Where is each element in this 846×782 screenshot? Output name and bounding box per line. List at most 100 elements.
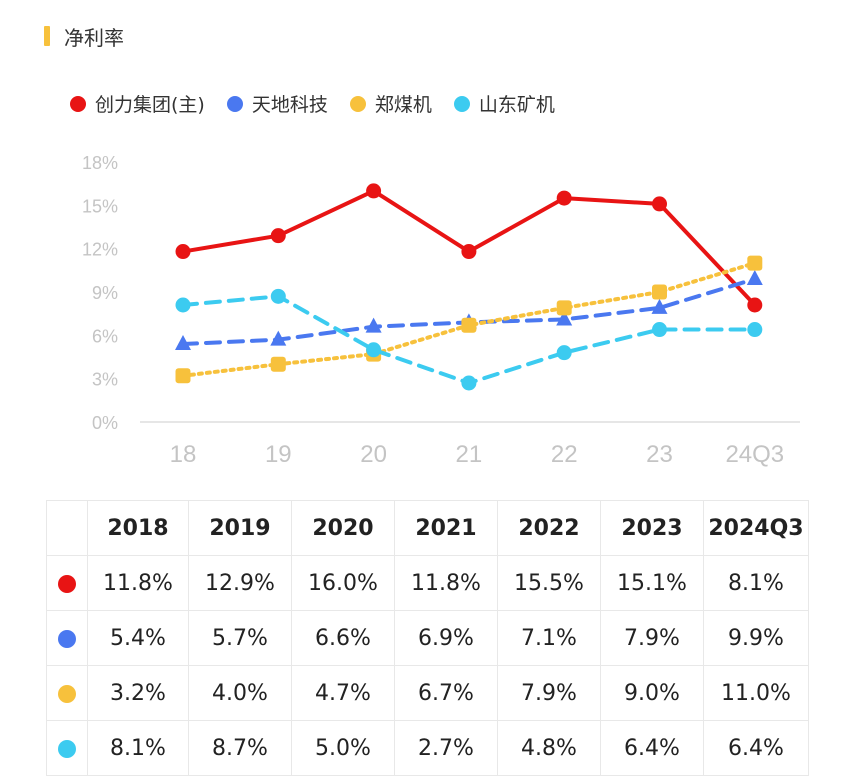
data-point (461, 244, 477, 260)
table-cell: 11.8% (394, 555, 498, 611)
table-cell: 4.7% (291, 665, 395, 721)
table-header-cell: 2021 (394, 500, 498, 556)
data-point (461, 375, 477, 391)
table-cell: 4.0% (188, 665, 292, 721)
table-header-cell: 2019 (188, 500, 292, 556)
table-cell: 7.9% (600, 610, 704, 666)
data-point (366, 183, 382, 199)
table-cell: 2.7% (394, 720, 498, 776)
x-tick-label: 20 (360, 441, 387, 468)
table-header-row: 2018 2019 2020 2021 2022 2023 2024Q3 (46, 500, 809, 556)
y-tick-label: 9% (92, 283, 118, 303)
data-point (747, 297, 763, 313)
data-point (175, 335, 191, 350)
row-marker-dot (58, 684, 76, 703)
data-point (556, 345, 572, 361)
data-point (365, 317, 382, 333)
row-marker-dot (58, 629, 76, 648)
legend-label: 山东矿机 (478, 94, 555, 116)
table-header-cell: 2024Q3 (703, 500, 809, 556)
table-cell: 7.1% (497, 610, 601, 666)
y-tick-label: 3% (92, 370, 118, 390)
table-row: 5.4% 5.7% 6.6% 6.9% 7.1% 7.9% 9.9% (46, 610, 809, 666)
table-header-cell: 2018 (87, 500, 189, 556)
data-point (747, 255, 763, 271)
legend-item[interactable]: 郑煤机 (349, 90, 432, 117)
x-tick-label: 21 (456, 441, 483, 468)
data-point (175, 368, 191, 384)
table-cell: 4.8% (497, 720, 601, 776)
line-chart: 18% 15% 12% 9% 6% 3% 0% 18 19 20 21 22 23 24Q3 (82, 153, 800, 468)
row-marker-dot (58, 739, 76, 758)
table-cell: 8.1% (87, 720, 189, 776)
table-corner-cell (46, 500, 88, 556)
y-tick-label: 12% (82, 240, 118, 260)
table-cell: 16.0% (291, 555, 395, 611)
table-cell: 5.0% (291, 720, 395, 776)
data-point (556, 300, 572, 316)
table-cell: 6.4% (703, 720, 809, 776)
table-header-cell: 2022 (497, 500, 601, 556)
data-point (556, 190, 572, 206)
y-tick-label: 6% (92, 326, 118, 346)
data-point (270, 356, 286, 372)
table-cell: 9.0% (600, 665, 704, 721)
legend-marker (226, 95, 243, 112)
x-tick-label: 23 (646, 441, 673, 468)
legend-item[interactable]: 天地科技 (226, 90, 328, 117)
table-cell: 5.7% (188, 610, 292, 666)
table-cell: 8.7% (188, 720, 292, 776)
data-point (366, 342, 382, 358)
data-point (652, 284, 667, 300)
data-point (270, 288, 286, 304)
table-cell: 6.9% (394, 610, 498, 666)
legend-label: 天地科技 (251, 94, 328, 116)
table-cell: 6.4% (600, 720, 704, 776)
x-tick-label: 19 (265, 441, 292, 468)
data-point (175, 297, 191, 313)
legend-item[interactable]: 创力集团(主) (70, 90, 205, 117)
y-tick-label: 15% (82, 196, 118, 216)
y-tick-label: 0% (92, 413, 118, 433)
data-point (175, 244, 191, 260)
table-cell: 11.8% (87, 555, 189, 611)
data-point (461, 317, 477, 333)
legend: 创力集团(主) 天地科技 郑煤机 山东矿机 (70, 90, 555, 117)
data-point (652, 322, 667, 338)
y-tick-label: 18% (82, 153, 118, 173)
chart-title: 净利率 (64, 26, 124, 50)
legend-marker (70, 95, 86, 112)
title-accent-bar (44, 26, 50, 46)
legend-marker (349, 95, 366, 112)
data-point (270, 228, 286, 244)
row-marker-cell (46, 610, 88, 666)
data-point (652, 196, 667, 212)
x-tick-label: 18 (170, 441, 197, 468)
table-row: 3.2% 4.0% 4.7% 6.7% 7.9% 9.0% 11.0% (46, 665, 809, 721)
table-cell: 15.1% (600, 555, 704, 611)
legend-item[interactable]: 山东矿机 (453, 90, 555, 117)
data-table: 2018 2019 2020 2021 2022 2023 2024Q3 11.… (46, 500, 809, 776)
legend-label: 创力集团(主) (95, 94, 205, 116)
table-row: 8.1% 8.7% 5.0% 2.7% 4.8% 6.4% 6.4% (46, 720, 809, 776)
table-cell: 9.9% (703, 610, 809, 666)
x-tick-label: 24Q3 (725, 441, 784, 468)
row-marker-cell (46, 555, 88, 611)
data-point (651, 298, 668, 314)
table-cell: 3.2% (87, 665, 189, 721)
row-marker-cell (46, 665, 88, 721)
table-cell: 12.9% (188, 555, 292, 611)
data-point (556, 310, 573, 326)
data-point (747, 322, 763, 338)
table-header-cell: 2020 (291, 500, 395, 556)
table-row: 11.8% 12.9% 16.0% 11.8% 15.5% 15.1% 8.1% (46, 555, 809, 611)
series-line (181, 294, 757, 385)
data-point (746, 270, 763, 285)
x-tick-label: 22 (551, 441, 578, 468)
legend-label: 郑煤机 (374, 94, 432, 116)
table-cell: 8.1% (703, 555, 809, 611)
table-cell: 7.9% (497, 665, 601, 721)
data-point (270, 330, 287, 346)
row-marker-dot (58, 574, 76, 593)
row-marker-cell (46, 720, 88, 776)
